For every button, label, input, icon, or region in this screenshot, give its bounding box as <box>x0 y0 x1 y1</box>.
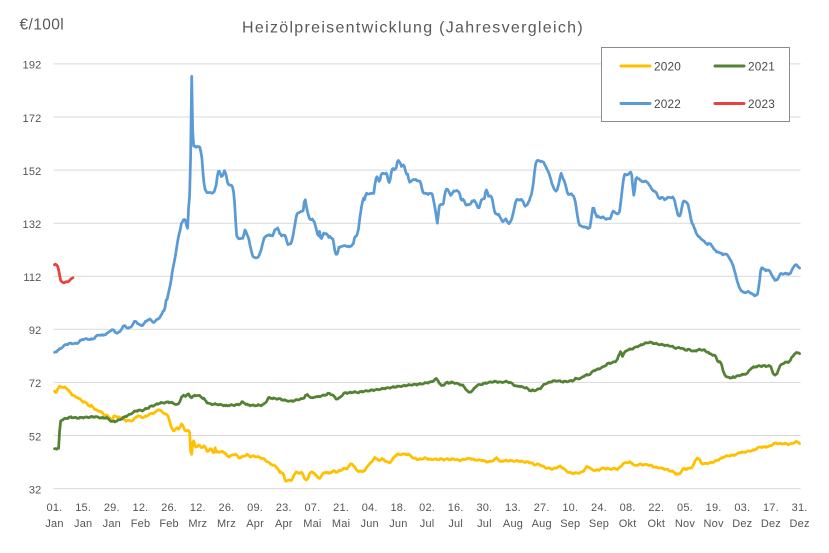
svg-text:Feb: Feb <box>159 518 179 530</box>
svg-text:22.: 22. <box>648 502 664 514</box>
svg-text:Mai: Mai <box>332 518 350 530</box>
svg-text:Jul: Jul <box>477 518 492 530</box>
svg-text:13.: 13. <box>505 502 521 514</box>
svg-text:Jun: Jun <box>389 518 407 530</box>
svg-text:26.: 26. <box>161 502 177 514</box>
svg-text:132: 132 <box>23 219 42 231</box>
svg-text:192: 192 <box>23 60 42 72</box>
svg-text:01.: 01. <box>47 502 63 514</box>
svg-text:Mrz: Mrz <box>217 518 236 530</box>
svg-text:08.: 08. <box>620 502 636 514</box>
svg-text:03.: 03. <box>734 502 750 514</box>
svg-text:2021: 2021 <box>748 60 775 74</box>
svg-text:2020: 2020 <box>654 60 681 74</box>
svg-text:12.: 12. <box>133 502 149 514</box>
svg-text:52: 52 <box>29 431 42 443</box>
svg-text:152: 152 <box>23 166 42 178</box>
svg-text:172: 172 <box>23 113 42 125</box>
svg-text:€/100l: €/100l <box>20 17 65 34</box>
svg-text:Mai: Mai <box>303 518 321 530</box>
svg-text:26.: 26. <box>219 502 235 514</box>
svg-text:21.: 21. <box>333 502 349 514</box>
svg-text:Jul: Jul <box>448 518 463 530</box>
svg-text:Aug: Aug <box>503 518 523 530</box>
svg-text:29.: 29. <box>104 502 120 514</box>
svg-text:Jun: Jun <box>361 518 379 530</box>
svg-text:12.: 12. <box>190 502 206 514</box>
svg-text:31.: 31. <box>792 502 808 514</box>
svg-text:72: 72 <box>29 378 42 390</box>
svg-text:Apr: Apr <box>246 518 264 530</box>
svg-text:30.: 30. <box>476 502 492 514</box>
svg-text:Jan: Jan <box>103 518 121 530</box>
svg-text:Heizölpreisentwicklung (Jahres: Heizölpreisentwicklung (Jahresvergleich) <box>242 20 584 37</box>
svg-text:17.: 17. <box>763 502 779 514</box>
svg-text:Jan: Jan <box>74 518 92 530</box>
svg-text:2022: 2022 <box>654 97 681 111</box>
svg-text:Sep: Sep <box>560 518 580 530</box>
svg-text:Okt: Okt <box>619 518 637 530</box>
svg-text:Dez: Dez <box>732 518 752 530</box>
svg-text:24.: 24. <box>591 502 607 514</box>
svg-text:Feb: Feb <box>131 518 151 530</box>
svg-text:04.: 04. <box>362 502 378 514</box>
svg-text:10.: 10. <box>562 502 578 514</box>
svg-text:07.: 07. <box>304 502 320 514</box>
svg-text:32: 32 <box>29 484 42 496</box>
svg-text:Mrz: Mrz <box>188 518 207 530</box>
svg-text:Dez: Dez <box>761 518 781 530</box>
svg-text:09.: 09. <box>247 502 263 514</box>
svg-text:16.: 16. <box>448 502 464 514</box>
svg-text:23.: 23. <box>276 502 292 514</box>
svg-text:Dez: Dez <box>790 518 810 530</box>
svg-text:Apr: Apr <box>275 518 293 530</box>
svg-text:Aug: Aug <box>532 518 552 530</box>
svg-text:2023: 2023 <box>748 97 775 111</box>
svg-text:Okt: Okt <box>647 518 665 530</box>
svg-text:Sep: Sep <box>589 518 609 530</box>
svg-text:18.: 18. <box>390 502 406 514</box>
svg-text:Jul: Jul <box>420 518 435 530</box>
svg-text:Nov: Nov <box>704 518 724 530</box>
svg-text:92: 92 <box>29 325 42 337</box>
svg-text:27.: 27. <box>534 502 550 514</box>
svg-text:Jan: Jan <box>45 518 63 530</box>
svg-text:19.: 19. <box>706 502 722 514</box>
svg-text:05.: 05. <box>677 502 693 514</box>
svg-text:15.: 15. <box>75 502 91 514</box>
svg-text:Nov: Nov <box>675 518 695 530</box>
svg-text:02.: 02. <box>419 502 435 514</box>
svg-text:112: 112 <box>23 272 41 284</box>
